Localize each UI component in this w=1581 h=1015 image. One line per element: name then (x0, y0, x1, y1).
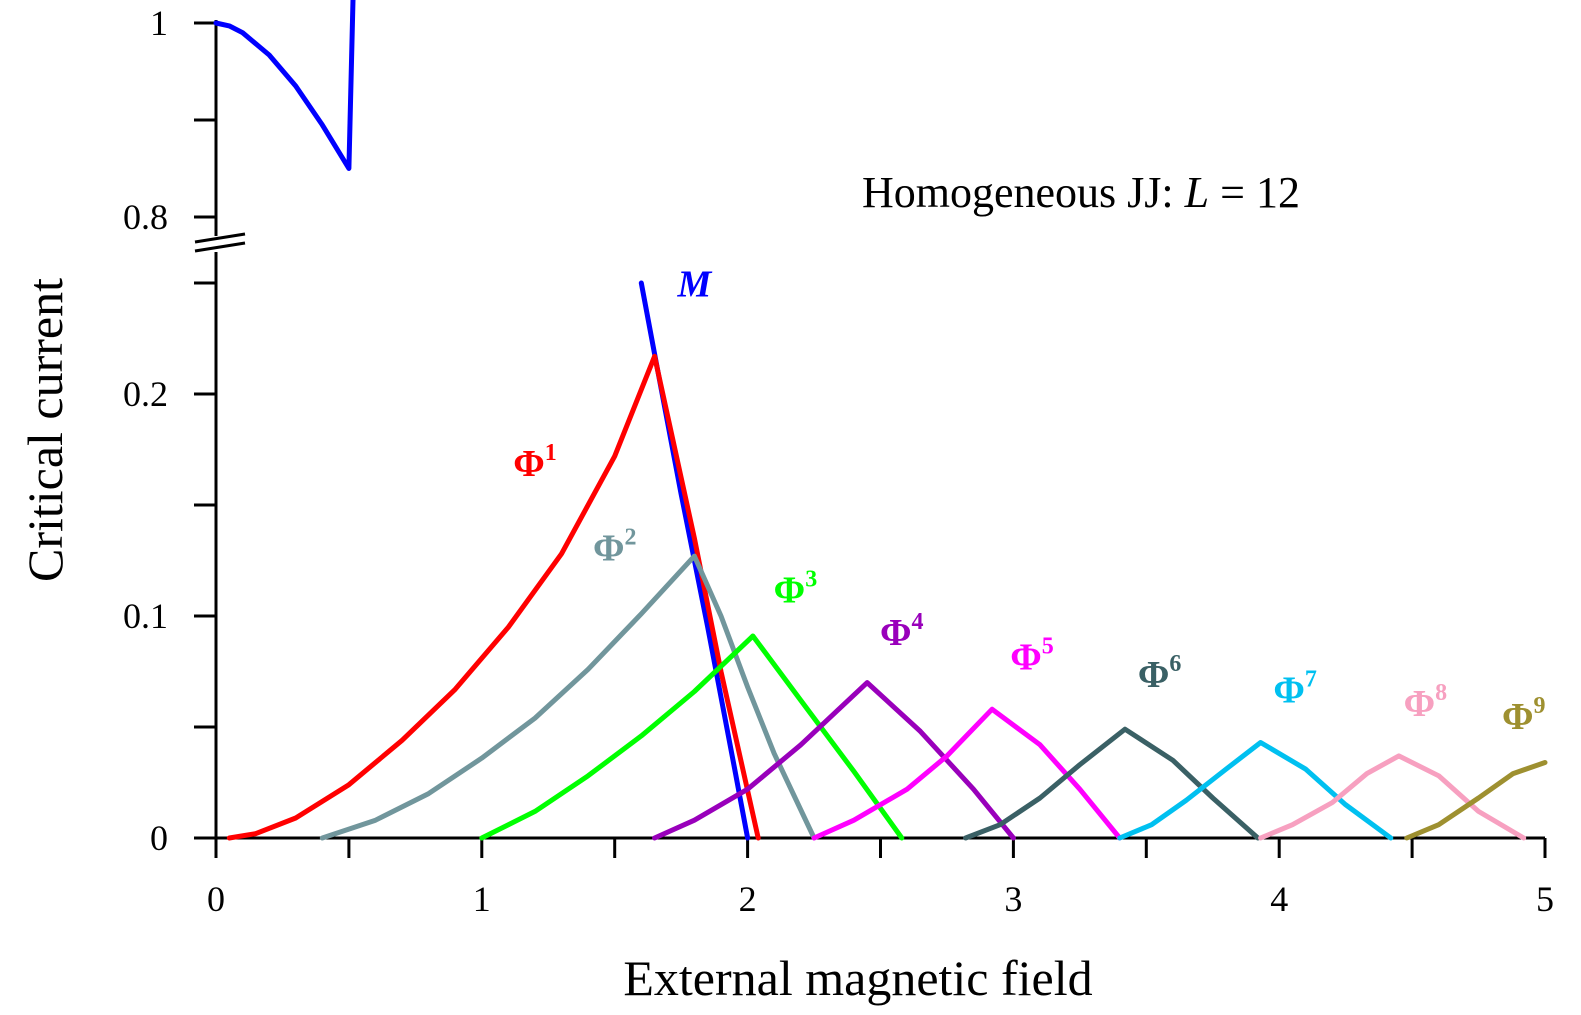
m-line-1 (213, 0, 356, 171)
annotation-text: Homogeneous JJ: (862, 168, 1185, 217)
axis-break-mark-1 (194, 232, 246, 244)
x-tick-label: 2 (739, 879, 757, 919)
y-tick-label: 0 (150, 818, 168, 858)
x-tick-label: 3 (1004, 879, 1022, 919)
y-tick-label: 0.2 (123, 374, 168, 414)
phi-9-label: Φ9 (1502, 693, 1546, 738)
phi-3-line (479, 633, 905, 841)
m-label: M (677, 263, 713, 305)
phi-3-label: Φ3 (774, 567, 818, 612)
phi-8-line (1258, 753, 1527, 841)
y-tick-label: 0.8 (123, 197, 168, 237)
phi-2-line (319, 553, 817, 841)
x-tick-label: 4 (1270, 879, 1288, 919)
phi-4-line (652, 680, 1016, 841)
phi-9-line (1404, 760, 1548, 841)
x-tick-label: 1 (473, 879, 491, 919)
annotation-rest: = 12 (1209, 168, 1300, 217)
phi-5-label: Φ5 (1010, 633, 1054, 678)
phi-1-label: Φ1 (513, 440, 557, 485)
ticks: 0 1 2 3 4 5 0 0.1 0.2 0.8 1 (123, 3, 1554, 919)
phi-2-label: Φ2 (593, 525, 637, 570)
y-tick-label: 0.1 (123, 596, 168, 636)
series-lines (213, 0, 1548, 841)
phi-8-label: Φ8 (1404, 680, 1448, 725)
phi-4-label: Φ4 (880, 609, 924, 654)
series-labels: M Φ1 Φ2 Φ3 Φ4 Φ5 Φ6 Φ7 Φ8 Φ9 (513, 263, 1545, 738)
axes (194, 20, 1545, 840)
y-axis-title: Critical current (17, 278, 73, 582)
x-axis-title: External magnetic field (623, 950, 1092, 1006)
y-tick-label: 1 (150, 3, 168, 43)
phi-6-label: Φ6 (1138, 651, 1182, 696)
phi-1-line (226, 353, 761, 841)
phi-6-line (963, 726, 1261, 841)
axis-break-mark-2 (194, 241, 246, 253)
annotation-var: L (1184, 168, 1209, 217)
x-tick-label: 0 (207, 879, 225, 919)
phi-7-label: Φ7 (1273, 667, 1317, 712)
chart-annotation: Homogeneous JJ: L = 12 (862, 168, 1300, 217)
x-tick-label: 5 (1536, 879, 1554, 919)
phi-5-line (811, 706, 1123, 841)
